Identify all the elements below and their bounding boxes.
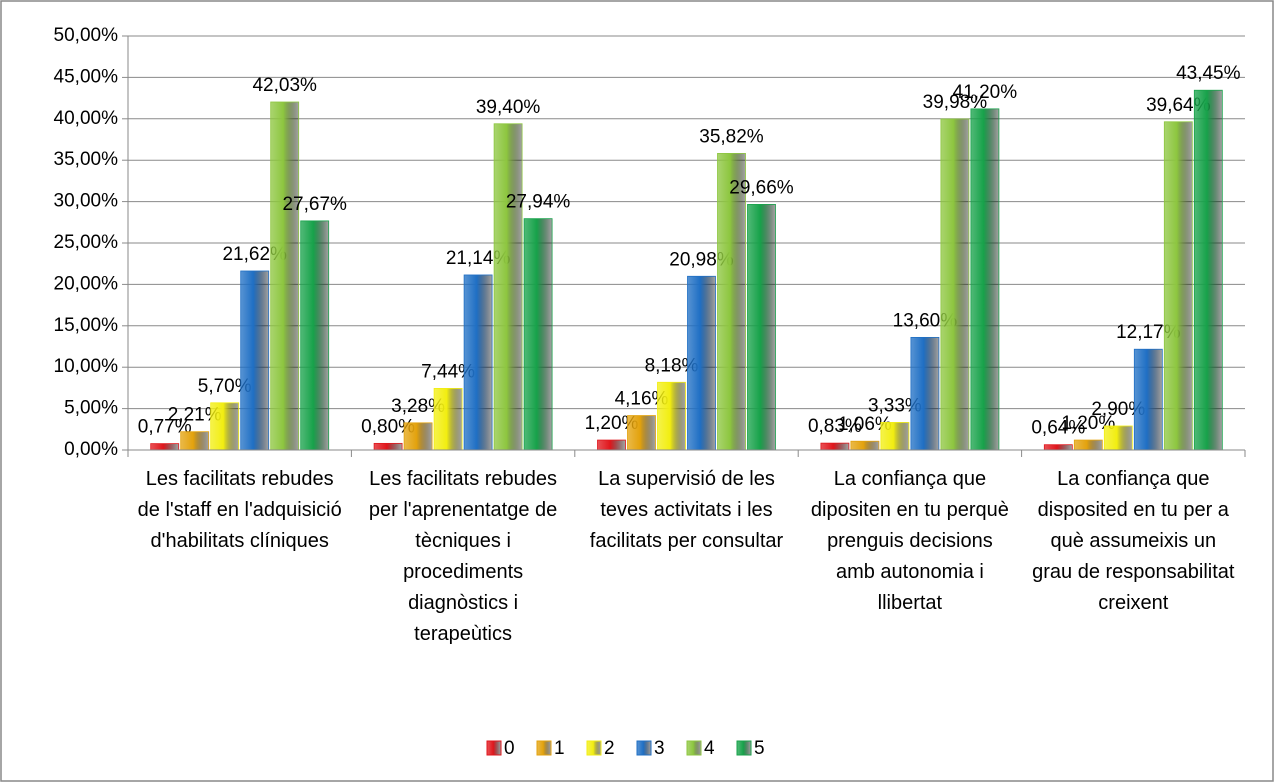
data-label: 42,03% [252,75,317,96]
data-label: 0,83% [808,416,862,437]
data-label: 1,06% [838,414,892,435]
data-label: 4,16% [615,389,669,410]
data-label: 2,21% [168,405,222,426]
bar [657,381,686,451]
data-label: 41,20% [953,82,1018,103]
data-label: 8,18% [645,355,699,376]
bar [1073,439,1103,451]
data-label: 43,45% [1176,63,1241,84]
bar [1163,121,1193,451]
bar [687,275,716,451]
bar [597,439,626,451]
bar [463,274,493,451]
legend-swatch [586,740,602,756]
y-tick-label: 5,00% [64,398,118,419]
y-tick-label: 25,00% [54,232,119,253]
data-label: 27,94% [506,192,571,213]
y-tick-label: 35,00% [54,149,119,170]
bar [1043,444,1073,451]
data-label: 0,64% [1031,418,1085,439]
legend-swatch [636,740,652,756]
data-label: 0,80% [361,416,415,437]
x-tick-label: Les facilitats rebudes de l'staff en l'a… [137,468,342,552]
y-tick-label: 0,00% [64,439,118,460]
bar [970,108,1000,451]
bar [1193,89,1223,451]
x-tick-label: La supervisió de les teves activitats i … [589,468,784,552]
x-tick-label: Les facilitats rebudes per l'aprenentatg… [368,468,558,645]
x-tick-label: La confiança que dipositen en tu perquè … [810,468,1009,614]
y-tick-label: 30,00% [54,191,119,212]
data-label: 35,82% [699,126,764,147]
y-tick-label: 20,00% [54,273,119,294]
bar [270,101,300,451]
y-tick-label: 40,00% [54,108,119,129]
bar [1133,348,1163,451]
bar [240,270,270,451]
legend-swatch [536,740,552,756]
bar [493,123,523,451]
data-label: 27,67% [282,194,347,215]
bar [940,118,970,451]
legend-label: 5 [754,738,765,759]
y-tick-label: 45,00% [54,66,119,87]
bar [1103,425,1133,451]
legend-label: 1 [554,738,565,759]
bar [627,415,656,451]
y-tick-label: 10,00% [54,356,119,377]
data-label: 3,33% [868,395,922,416]
data-label: 1,20% [1061,413,1115,434]
x-tick-label: La confiança que disposited en tu per a … [1032,468,1235,614]
data-label: 29,66% [729,177,794,198]
bar [210,402,240,451]
y-tick-label: 50,00% [54,25,119,46]
bar [820,442,850,451]
legend-label: 0 [504,738,515,759]
bar [523,218,553,451]
data-label: 1,20% [585,413,639,434]
y-tick-label: 15,00% [54,315,119,336]
legend-label: 4 [704,738,715,759]
data-label: 7,44% [421,361,475,382]
legend-label: 2 [604,738,615,759]
data-label: 39,40% [476,97,541,118]
legend-swatch [486,740,502,756]
bar [403,422,433,451]
bar [910,336,940,451]
bar [850,440,880,451]
bar [150,443,180,451]
bar [180,431,210,451]
bar [373,442,403,451]
bar [747,204,776,451]
data-label: 5,70% [198,376,252,397]
data-label: 2,90% [1091,399,1145,420]
legend-label: 3 [654,738,665,759]
data-label: 39,98% [923,92,988,113]
bar [300,220,330,451]
data-label: 3,28% [391,396,445,417]
bar [433,387,463,451]
legend-swatch [686,740,702,756]
bar [880,422,910,451]
legend-swatch [736,740,752,756]
data-label: 0,77% [138,417,192,438]
bar [717,153,746,451]
